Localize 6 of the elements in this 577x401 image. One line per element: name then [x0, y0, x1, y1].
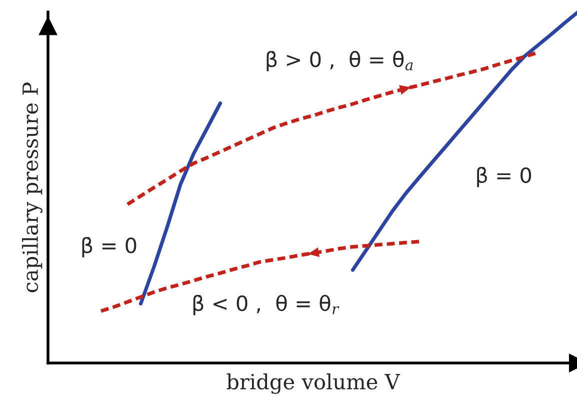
annotation: β̇ < 0 , θ = θ$_{r}$ — [193, 294, 340, 316]
annotation: β̇ = 0 — [82, 237, 136, 258]
y-axis-title: capillary pressure P — [22, 82, 42, 292]
annotation: β̇ > 0 , θ = θ$_{a}$ — [266, 50, 413, 72]
annotation: β̇ = 0 — [477, 166, 532, 188]
x-axis-title: bridge volume V — [226, 373, 400, 394]
